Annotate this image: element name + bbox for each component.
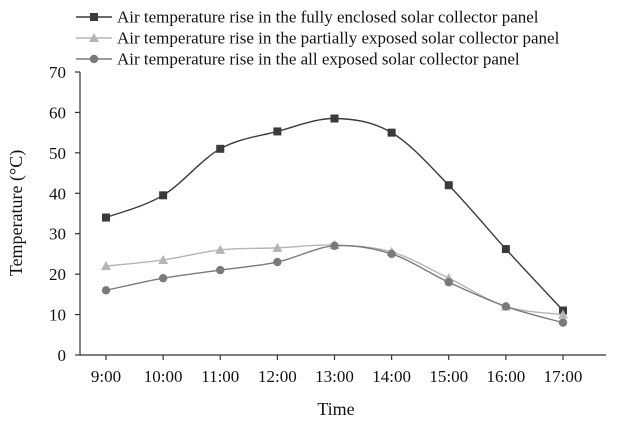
series-2 (101, 240, 568, 319)
y-ticks: 0 10 20 30 40 50 60 70 (49, 63, 80, 365)
data-point (330, 241, 339, 251)
data-point (215, 244, 226, 254)
data-point (273, 257, 282, 267)
y-tick-label: 30 (49, 225, 66, 244)
legend-label: Air temperature rise in the fully enclos… (117, 8, 539, 27)
x-tick-label: 15:00 (429, 367, 468, 386)
data-point (272, 242, 283, 252)
x-axis-title: Time (317, 399, 354, 419)
axes (79, 72, 606, 356)
data-point (158, 273, 168, 283)
legend-marker (89, 54, 99, 64)
data-point (501, 245, 510, 254)
data-point (102, 213, 110, 222)
legend-item: Air temperature rise in the fully enclos… (76, 8, 539, 27)
data-point (387, 249, 396, 259)
series-layer (101, 114, 568, 327)
legend-marker (89, 33, 99, 42)
y-tick-label: 0 (58, 346, 67, 365)
legend-marker (90, 13, 98, 21)
series-line (105, 117, 564, 312)
data-point (387, 128, 396, 137)
legend-item: Air temperature rise in the partially ex… (76, 29, 560, 48)
legend-item: Air temperature rise in the all exposed … (76, 50, 520, 69)
data-point (501, 302, 511, 311)
data-point (330, 114, 339, 123)
data-point (444, 278, 453, 287)
data-point (216, 144, 225, 153)
legend: Air temperature rise in the fully enclos… (76, 8, 560, 69)
y-tick-label: 70 (49, 63, 66, 82)
series-line (105, 244, 564, 324)
data-point (101, 261, 111, 271)
data-point (558, 318, 568, 327)
series-3 (101, 241, 568, 327)
x-tick-label: 14:00 (372, 367, 411, 386)
x-tick-label: 12:00 (258, 367, 297, 386)
x-tick-label: 9:00 (91, 367, 121, 386)
data-point (273, 127, 282, 136)
legend-label: Air temperature rise in the partially ex… (117, 29, 560, 48)
x-tick-label: 17:00 (544, 367, 583, 386)
x-tick-label: 11:00 (201, 367, 239, 386)
x-tick-label: 10:00 (144, 367, 183, 386)
x-tick-label: 13:00 (315, 367, 354, 386)
data-point (159, 191, 168, 200)
y-tick-label: 20 (49, 265, 66, 284)
y-tick-label: 60 (49, 103, 66, 122)
data-point (158, 254, 169, 264)
x-tick-label: 16:00 (487, 367, 526, 386)
y-tick-label: 10 (49, 306, 66, 325)
series-line (105, 244, 564, 316)
y-tick-label: 40 (49, 184, 66, 203)
data-point (101, 286, 111, 295)
data-point (558, 309, 568, 319)
x-ticks: 9:00 10:00 11:00 12:00 13:00 14:00 15:00 16:00 1… (91, 355, 582, 386)
series-1 (102, 114, 567, 315)
data-point (216, 265, 225, 275)
data-point (444, 181, 453, 190)
y-axis-title: Temperature (°C) (6, 150, 27, 276)
legend-label: Air temperature rise in the all exposed … (117, 50, 520, 69)
y-tick-label: 50 (49, 144, 66, 163)
